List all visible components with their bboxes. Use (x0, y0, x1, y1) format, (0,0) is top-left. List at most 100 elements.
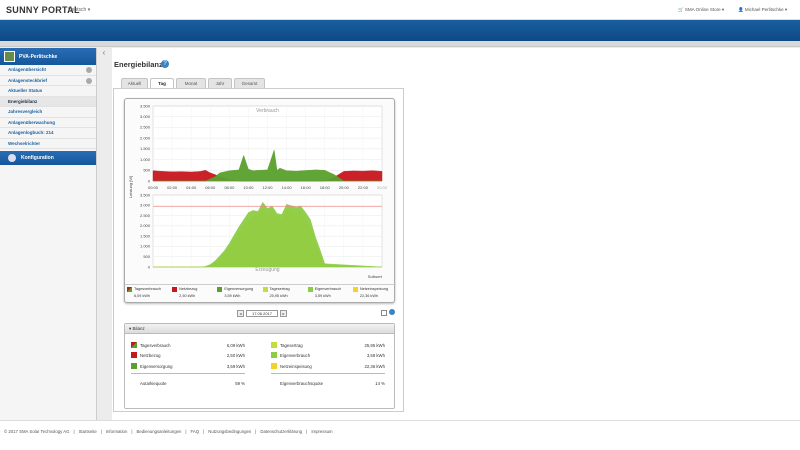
footer-separator: | (73, 429, 75, 434)
footer-separator: | (131, 429, 133, 434)
shop-link[interactable]: 🛒 SMA Online Store ▾ (678, 7, 725, 12)
generation-ytick: 1.500 (140, 233, 151, 238)
x-tick-label: 22:00 (358, 185, 369, 190)
tab-gesamt[interactable]: Gesamt (234, 78, 265, 88)
sidebar-item-jahresvergleich[interactable]: Jahresvergleich (0, 107, 96, 118)
footer-link[interactable]: Startseite (78, 429, 97, 434)
tab-monat[interactable]: Monat (176, 78, 206, 88)
series-area-eigenversorgung (153, 149, 382, 182)
sidebar-item-label: Anlagenübersicht (8, 67, 47, 73)
sidebar-item-label: Jahresvergleich (8, 109, 43, 115)
bilanz-row-eigenverbrauch: Eigenverbrauch 3,59 kWh (271, 351, 385, 359)
bilanz-label: Eigenverbrauch (280, 352, 311, 358)
sidebar-item-anlagensteckbrief[interactable]: Anlagensteckbrief (0, 76, 96, 86)
language-label: Deutsch (68, 7, 87, 13)
consumption-ytick: 2.500 (140, 125, 151, 130)
x-tick-label: 00:00 (377, 185, 388, 190)
bilanz-row-tagesertrag: Tagesertrag 25,95 kWh (271, 341, 385, 349)
footer-link[interactable]: Datenschutzerklärung (260, 429, 303, 434)
series-area-eigenverbrauch (153, 201, 383, 268)
legend-swatch (262, 287, 268, 292)
footer-separator: | (306, 429, 308, 434)
generation-ytick: 2.000 (140, 223, 151, 228)
energy-panel: 3.500 3.000 2.500 2.000 1.500 1.000 500 0 Verbra… (113, 88, 404, 412)
generation-caption: Erzeugung (255, 267, 279, 273)
x-tick-label: 18:00 (320, 185, 331, 190)
next-day-button[interactable]: ▸ (280, 309, 287, 317)
x-tick-label: 10:00 (243, 185, 254, 190)
footer-link[interactable]: Information (105, 429, 128, 434)
footer-link[interactable]: Impressum (311, 429, 333, 434)
footer-link[interactable]: FAQ (190, 429, 200, 434)
legend-item: Eigenversorgung 3,59 kWh (215, 285, 260, 303)
language-select[interactable]: Deutsch ▾ (68, 7, 91, 13)
bilanz-label: Tagesverbrauch (140, 342, 171, 348)
collapse-sidebar-button[interactable]: ‹ (102, 48, 106, 57)
legend-swatch (271, 363, 277, 369)
x-tick-label: 08:00 (224, 185, 235, 190)
user-label: Michael Perlitschke (744, 7, 784, 12)
consumption-ytick: 2.000 (140, 135, 151, 140)
sidebar-item-anlagenlogbuch[interactable]: Anlagenlogbuch: 214 (0, 128, 96, 139)
sidebar-item-energiebilanz[interactable]: Energiebilanz (0, 96, 96, 107)
sidebar-item-aktueller-status[interactable]: Aktueller Status (0, 86, 96, 97)
sidebar-item-label: Wechselrichter (8, 140, 41, 146)
app-logo[interactable]: SUNNY PORTAL (6, 5, 80, 15)
consumption-ytick: 1.000 (140, 157, 151, 162)
legend-swatch (127, 287, 132, 292)
bilanz-value: 3,59 kWh (366, 352, 385, 358)
sidebar-plant-header[interactable]: PVA-Perlitschke (0, 48, 96, 65)
chart-svg: 3.500 3.000 2.500 2.000 1.500 1.000 500 0 Verbra… (128, 103, 388, 279)
legend-name: Netzbezug (179, 287, 198, 291)
bilanz-label: Eigenversorgung (140, 363, 173, 369)
x-tick-label: 20:00 (339, 185, 350, 190)
footer-separator: | (255, 429, 257, 434)
user-menu[interactable]: 👤 Michael Perlitschke ▾ (738, 7, 788, 12)
x-tick-label: 00:00 (148, 185, 159, 190)
footer-separator: | (203, 429, 205, 434)
date-field[interactable]: 17.06.2017 (246, 309, 278, 317)
legend-name: Tagesverbrauch (134, 287, 162, 291)
footer-link[interactable]: Bedienungsanleitungen (136, 429, 182, 434)
generation-ytick: 3.000 (140, 203, 151, 208)
bilanz-panel: ▾ Bilanz Tagesverbrauch 6,09 kWh Netzbezu… (124, 323, 395, 409)
legend-swatch (131, 352, 137, 358)
sidebar-item-anlagenuebersicht[interactable]: Anlagenübersicht (0, 65, 96, 76)
help-icon[interactable]: ? (161, 60, 169, 68)
tab-tag[interactable]: Tag (150, 78, 174, 88)
config-label: Konfiguration (21, 155, 54, 161)
generation-ytick: 3.500 (140, 192, 151, 197)
sidebar-item-label: Aktueller Status (8, 88, 43, 94)
legend-name: Eigenverbrauch (314, 287, 342, 291)
bilanz-row-netzeinspeisung: Netzeinspeisung 22,36 kWh (271, 362, 385, 370)
footer-link: © 2017 SMA Solar Technology AG (4, 429, 70, 434)
prev-day-button[interactable]: ◂ (237, 309, 244, 317)
bilanz-header[interactable]: ▾ Bilanz (125, 324, 394, 334)
footer-separator: | (185, 429, 187, 434)
legend-value: 2,50 kWh (179, 294, 196, 298)
x-tick-label: 14:00 (282, 185, 293, 190)
sidebar-item-wechselrichter[interactable]: Wechselrichter (0, 139, 96, 149)
gear-icon[interactable] (86, 67, 92, 73)
bilanz-label: Tagesertrag (280, 342, 303, 348)
bilanz-row-tagesverbrauch: Tagesverbrauch 6,09 kWh (131, 341, 245, 349)
tab-jahr[interactable]: Jahr (208, 78, 232, 88)
sidebar-item-label: Anlagensteckbrief (8, 77, 48, 83)
footer-link[interactable]: Nutzungsbedingungen (208, 429, 252, 434)
y-axis-label: Leistung [W] (128, 176, 133, 198)
plant-photo-icon (4, 51, 15, 62)
legend-value: 3,59 kWh (224, 294, 241, 298)
sidebar: PVA-Perlitschke Anlagenübersicht Anlagen… (0, 48, 97, 420)
sidebar-item-label: Energiebilanz (8, 98, 38, 104)
bilanz-value: 6,09 kWh (226, 342, 245, 348)
legend-swatch (271, 352, 277, 358)
sidebar-item-anlagenueberwachung[interactable]: Anlagenüberwachung (0, 118, 96, 128)
info-icon[interactable] (389, 309, 395, 315)
top-bar: SUNNY PORTAL Deutsch ▾ 🛒 SMA Online Stor… (0, 0, 800, 20)
export-icon[interactable] (381, 310, 387, 316)
consumption-title: Verbrauch (256, 108, 279, 114)
gear-icon[interactable] (86, 77, 92, 84)
sidebar-configuration[interactable]: Konfiguration (0, 151, 96, 165)
tab-aktuell[interactable]: Aktuell (121, 78, 148, 88)
bilanz-value: 22,36 kWh (364, 363, 385, 369)
